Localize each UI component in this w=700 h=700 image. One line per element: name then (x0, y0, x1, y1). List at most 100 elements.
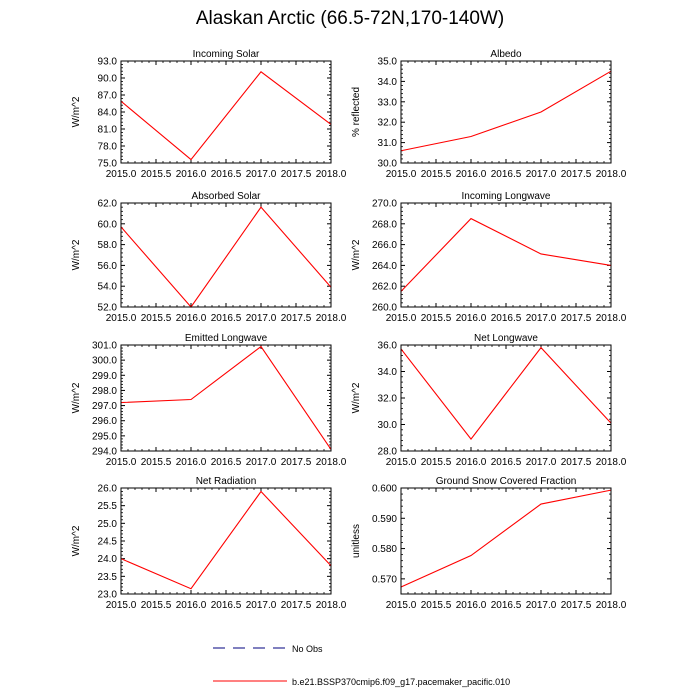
y-tick-label: 270.0 (372, 199, 397, 210)
y-tick-label: 23.0 (98, 590, 118, 601)
y-tick-label: 268.0 (372, 219, 397, 230)
y-tick-label: 75.0 (98, 159, 118, 170)
y-tick-label: 30.0 (378, 159, 398, 170)
y-tick-label: 0.600 (372, 484, 397, 495)
x-tick-label: 2016.0 (176, 457, 207, 468)
x-tick-label: 2016.5 (491, 169, 522, 180)
chart-panel-6: Net Longwave W/m^2 2015.0 2015.5 2016.0 2016.… (351, 333, 627, 468)
y-tick-label: 81.0 (98, 125, 118, 136)
y-tick-label: 294.0 (92, 447, 117, 458)
y-tick-label: 62.0 (98, 199, 118, 210)
x-tick-label: 2015.0 (386, 457, 417, 468)
y-axis-label: W/m^2 (351, 382, 362, 413)
x-tick-label: 2017.0 (526, 169, 557, 180)
x-tick-label: 2017.0 (526, 600, 557, 611)
plot-frame (120, 60, 332, 164)
x-tick-label: 2016.5 (211, 169, 242, 180)
x-tick-label: 2018.0 (596, 600, 627, 611)
x-tick-label: 2016.0 (456, 600, 487, 611)
x-tick-label: 2017.5 (561, 457, 592, 468)
y-tick-label: 0.580 (372, 544, 397, 555)
y-tick-label: 23.5 (98, 572, 118, 583)
y-tick-label: 297.0 (92, 401, 117, 412)
panel-title: Absorbed Solar (192, 191, 262, 202)
x-tick-label: 2017.5 (561, 313, 592, 324)
x-tick-label: 2018.0 (316, 313, 347, 324)
panel-title: Ground Snow Covered Fraction (436, 476, 577, 487)
x-tick-label: 2016.0 (456, 169, 487, 180)
y-tick-label: 33.0 (378, 97, 398, 108)
x-tick-label: 2015.5 (421, 169, 452, 180)
y-tick-label: 262.0 (372, 282, 397, 293)
y-tick-label: 24.5 (98, 537, 118, 548)
series-line (400, 70, 612, 152)
x-tick-label: 2015.5 (421, 600, 452, 611)
y-tick-label: 298.0 (92, 386, 117, 397)
x-tick-label: 2016.5 (491, 313, 522, 324)
x-tick-label: 2018.0 (596, 169, 627, 180)
legend-obs-label: No Obs (292, 644, 323, 654)
x-tick-label: 2015.0 (386, 600, 417, 611)
y-tick-label: 93.0 (98, 57, 118, 68)
y-tick-label: 24.0 (98, 554, 118, 565)
y-tick-label: 32.0 (378, 118, 398, 129)
x-tick-label: 2017.5 (561, 600, 592, 611)
y-axis-label: W/m^2 (71, 382, 82, 413)
y-axis-label: W/m^2 (71, 239, 82, 270)
legend-model-label: b.e21.BSSP370cmip6.f09_g17.pacemaker_pac… (292, 677, 510, 687)
y-tick-label: 78.0 (98, 142, 118, 153)
plot-frame (120, 202, 332, 308)
x-tick-label: 2018.0 (596, 313, 627, 324)
x-tick-label: 2015.0 (106, 600, 137, 611)
y-tick-label: 56.0 (98, 261, 118, 272)
x-tick-label: 2017.5 (561, 169, 592, 180)
x-tick-label: 2015.0 (386, 313, 417, 324)
panel-title: Emitted Longwave (185, 333, 268, 344)
panel-title: Net Radiation (196, 476, 257, 487)
y-axis-label: W/m^2 (351, 239, 362, 270)
x-tick-label: 2018.0 (316, 169, 347, 180)
x-tick-label: 2015.5 (141, 313, 172, 324)
y-tick-label: 25.5 (98, 501, 118, 512)
chart-panels: Incoming Solar W/m^2 2015.0 2015.5 2016.0 201… (71, 49, 627, 611)
y-tick-label: 300.0 (92, 356, 117, 367)
x-tick-label: 2017.5 (281, 313, 312, 324)
plot-frame (400, 487, 612, 595)
x-tick-label: 2016.0 (176, 313, 207, 324)
chart-panel-5: Emitted Longwave W/m^2 2015.0 2015.5 2016.0 2… (71, 333, 347, 468)
y-tick-label: 25.0 (98, 519, 118, 530)
x-tick-label: 2017.0 (526, 313, 557, 324)
y-tick-label: 36.0 (378, 341, 398, 352)
x-tick-label: 2017.0 (246, 457, 277, 468)
chart-panel-2: Albedo % reflected 2015.0 2015.5 2016.0 2016.… (351, 49, 627, 180)
y-tick-label: 296.0 (92, 416, 117, 427)
x-tick-label: 2015.5 (141, 600, 172, 611)
y-tick-label: 34.0 (378, 77, 398, 88)
plot-frame (400, 344, 612, 452)
y-axis-label: % reflected (351, 87, 362, 137)
panel-title: Net Longwave (474, 333, 538, 344)
x-tick-label: 2015.5 (421, 313, 452, 324)
x-tick-label: 2017.5 (281, 169, 312, 180)
panel-title: Incoming Solar (193, 49, 260, 60)
y-axis-label: unitless (351, 524, 362, 558)
series-line (120, 206, 332, 308)
y-tick-label: 264.0 (372, 261, 397, 272)
x-tick-label: 2015.5 (141, 169, 172, 180)
x-tick-label: 2016.0 (456, 457, 487, 468)
panel-title: Albedo (490, 49, 522, 60)
series-line (400, 217, 612, 292)
series-line (120, 490, 332, 590)
x-tick-label: 2018.0 (316, 457, 347, 468)
y-tick-label: 260.0 (372, 303, 397, 314)
chart-panel-1: Incoming Solar W/m^2 2015.0 2015.5 2016.0 201… (71, 49, 347, 180)
chart-panel-3: Absorbed Solar W/m^2 2015.0 2015.5 2016.0 201… (71, 191, 347, 324)
x-tick-label: 2017.0 (246, 169, 277, 180)
x-tick-label: 2018.0 (316, 600, 347, 611)
y-tick-label: 90.0 (98, 74, 118, 85)
chart-panel-7: Net Radiation W/m^2 2015.0 2015.5 2016.0 2016… (71, 476, 347, 611)
chart-panel-8: Ground Snow Covered Fraction unitless 2015… (351, 476, 627, 611)
y-tick-label: 26.0 (98, 484, 118, 495)
plot-frame (120, 344, 332, 452)
y-tick-label: 0.590 (372, 514, 397, 525)
